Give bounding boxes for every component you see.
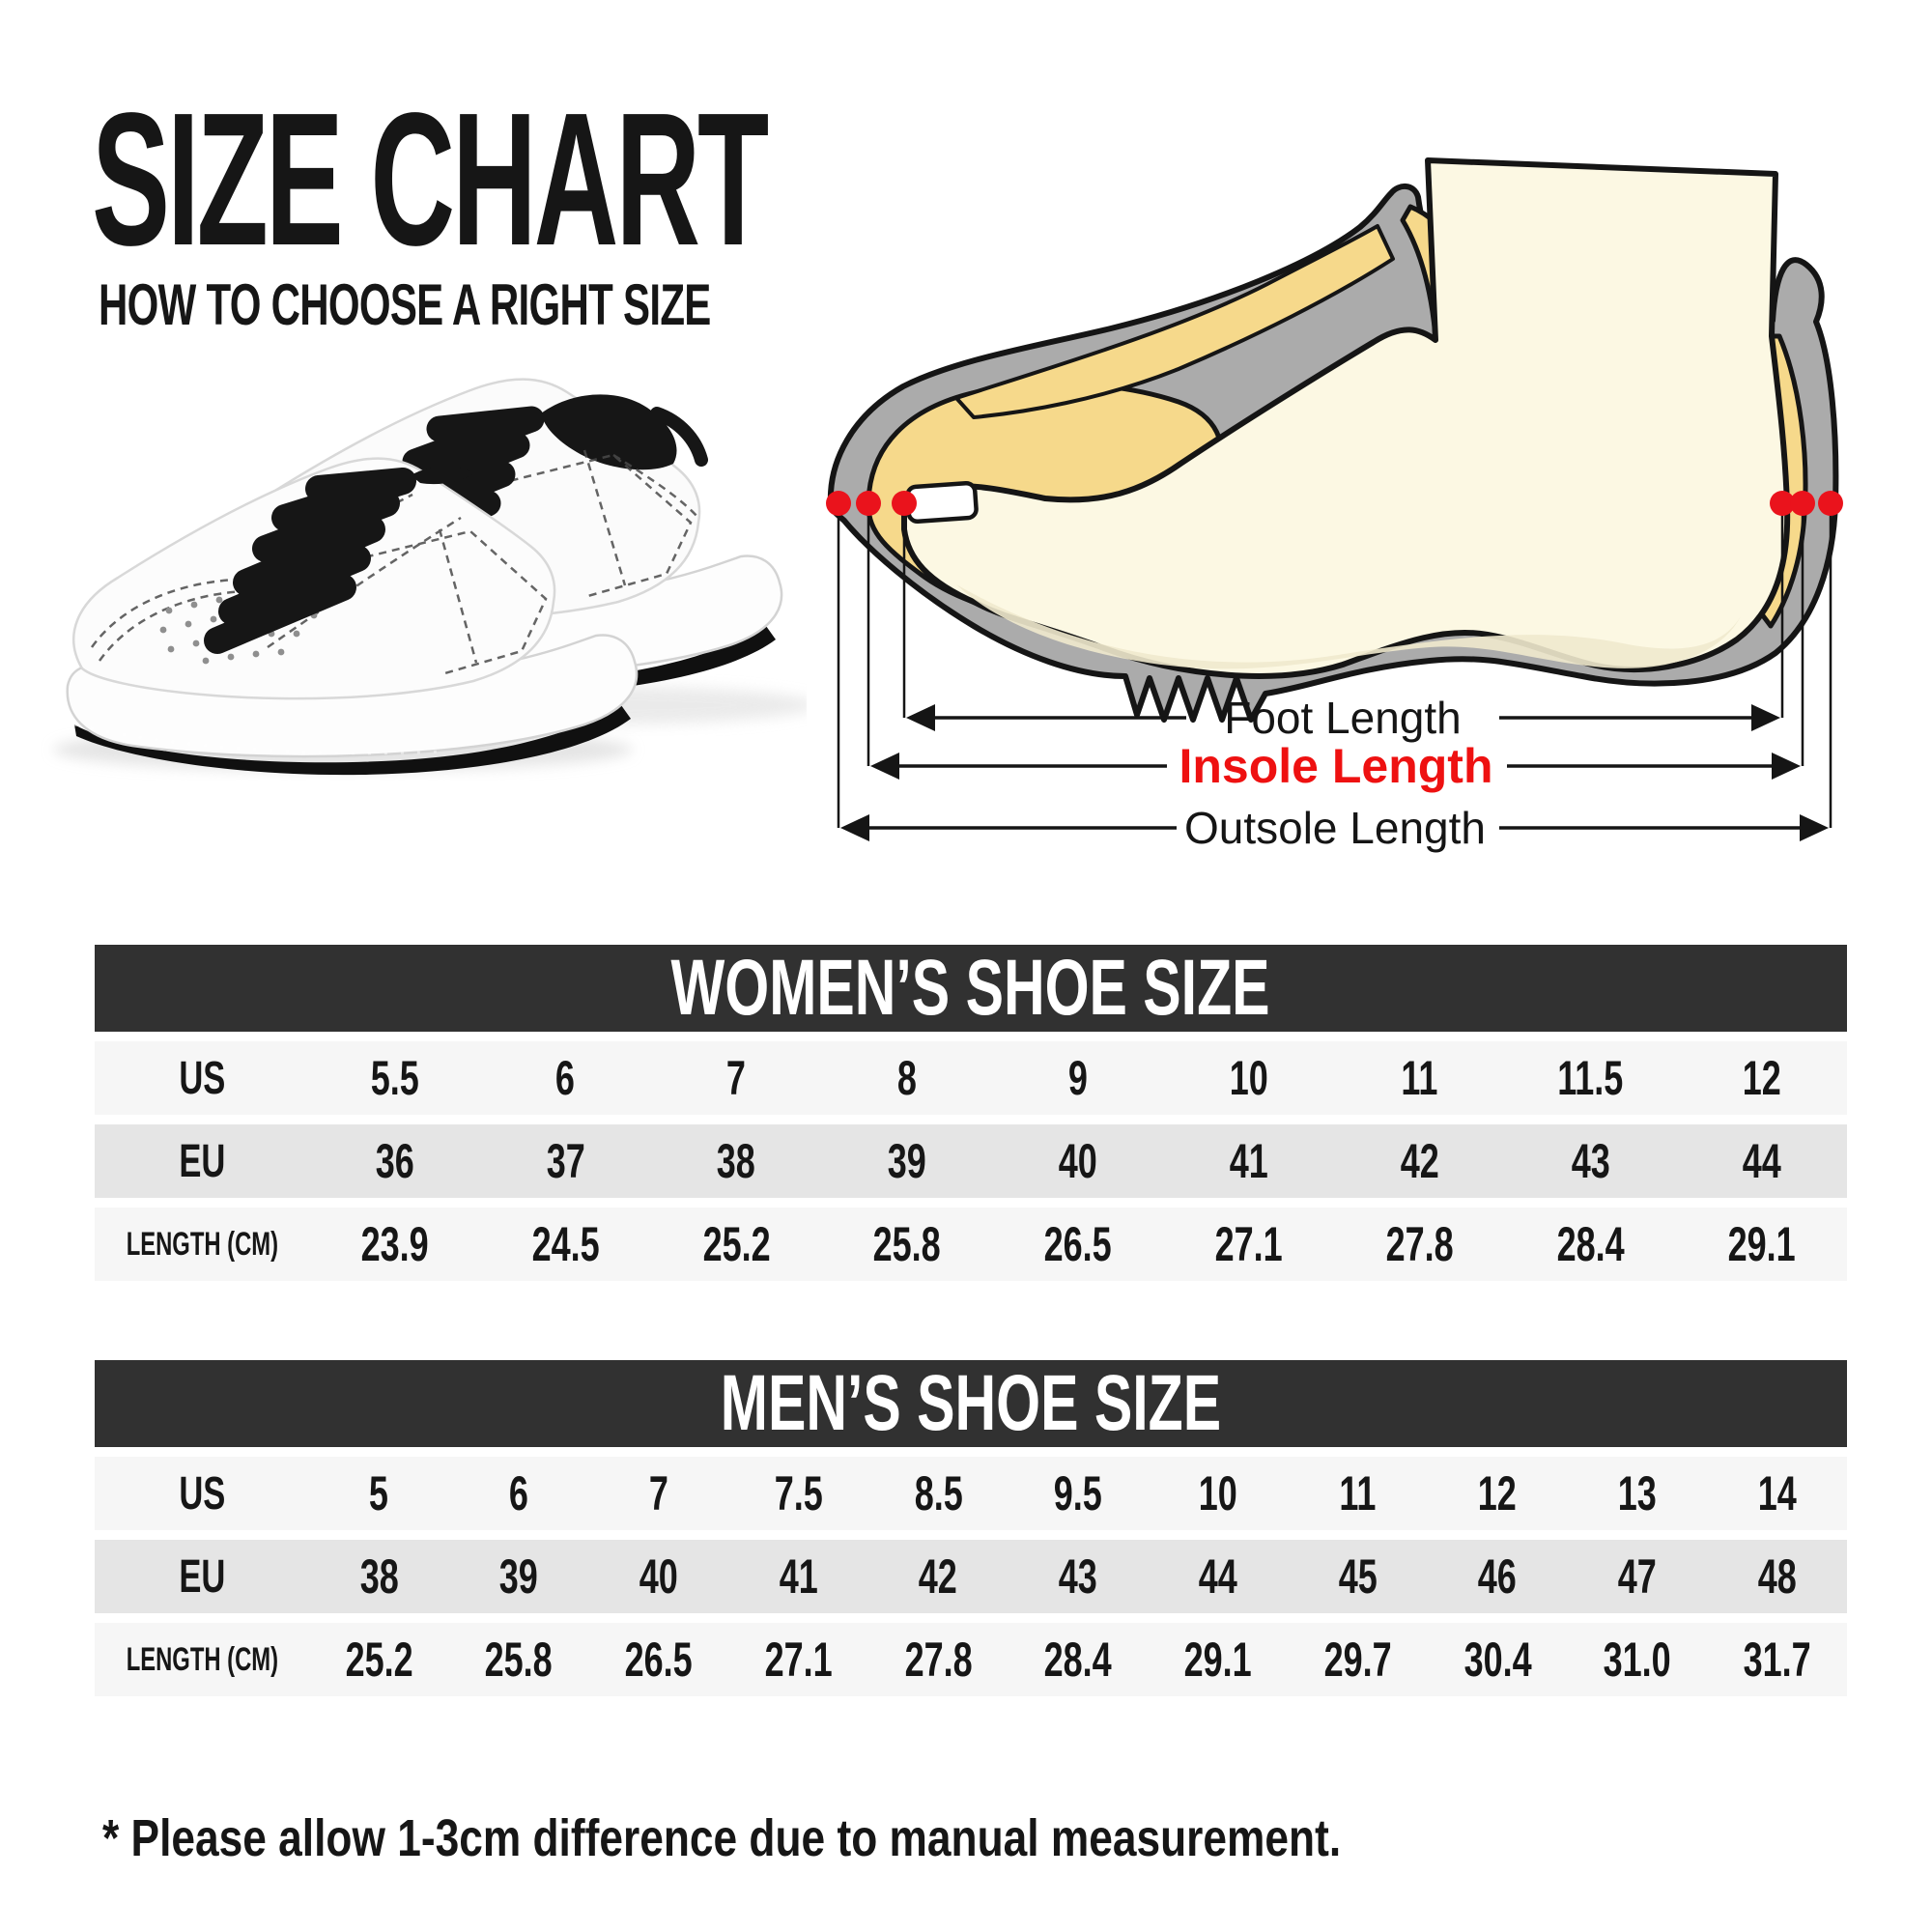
size-value-cell: 40 <box>1058 1134 1098 1188</box>
size-value-cell: 42 <box>1400 1134 1439 1188</box>
size-value-cell: 25.8 <box>485 1633 554 1687</box>
size-value-cell: 9.5 <box>1054 1466 1103 1520</box>
size-value-cell: 42 <box>919 1549 958 1604</box>
size-value-cell: 30.4 <box>1463 1633 1532 1687</box>
size-value-cell: 7 <box>648 1466 668 1520</box>
size-value-cell: 27.8 <box>904 1633 973 1687</box>
size-value-cell: 25.2 <box>345 1633 413 1687</box>
size-value-cell: 12 <box>1742 1051 1781 1105</box>
page-subtitle: HOW TO CHOOSE A RIGHT SIZE <box>99 272 711 337</box>
size-system-label: LENGTH (CM) <box>126 1225 278 1263</box>
size-value-cell: 26.5 <box>1043 1217 1113 1271</box>
measure-dots <box>826 491 1843 516</box>
size-value-cell: 11 <box>1401 1051 1438 1105</box>
size-value-cell: 47 <box>1617 1549 1657 1604</box>
size-system-label: US <box>178 1467 226 1520</box>
size-value-cell: 13 <box>1617 1466 1657 1520</box>
size-value-cell: 9 <box>1067 1051 1089 1105</box>
size-value-cell: 10 <box>1229 1051 1268 1105</box>
size-system-label: EU <box>178 1550 226 1603</box>
size-value-cell: 27.1 <box>1214 1217 1283 1271</box>
size-value-cell: 26.5 <box>624 1633 693 1687</box>
size-system-label: LENGTH (CM) <box>126 1640 278 1678</box>
toenail <box>905 480 979 525</box>
size-value-cell: 11.5 <box>1557 1051 1624 1105</box>
size-value-cell: 48 <box>1757 1549 1797 1604</box>
size-value-cell: 25.8 <box>873 1217 942 1271</box>
foot-length-dimension: Foot Length <box>906 693 1780 743</box>
size-value-cell: 12 <box>1478 1466 1518 1520</box>
size-value-cell: 27.1 <box>764 1633 833 1687</box>
size-value-cell: 7.5 <box>774 1466 823 1520</box>
size-value-cell: 6 <box>555 1051 576 1105</box>
size-value-cell: 31.0 <box>1603 1633 1672 1687</box>
size-value-cell: 40 <box>639 1549 678 1604</box>
collar-lining <box>541 394 677 470</box>
size-value-cell: 5 <box>369 1466 389 1520</box>
size-value-cell: 29.1 <box>1727 1217 1796 1271</box>
size-value-cell: 8.5 <box>914 1466 963 1520</box>
size-value-cell: 31.7 <box>1743 1633 1811 1687</box>
womens-table-title: WOMEN’S SHOE SIZE <box>671 944 1270 1032</box>
size-row-eu: EU 36 37 38 39 40 41 42 43 44 <box>95 1124 1847 1198</box>
mens-table-header: MEN’S SHOE SIZE <box>95 1359 1847 1447</box>
laces <box>204 468 416 654</box>
size-value-cell: 36 <box>375 1134 414 1188</box>
size-value-cell: 8 <box>897 1051 918 1105</box>
size-value-cell: 29.1 <box>1183 1633 1252 1687</box>
size-row-us: US 5 6 7 7.5 8.5 9.5 10 11 12 13 14 <box>95 1457 1847 1530</box>
size-row-us: US 5.5 6 7 8 9 10 11 11.5 12 <box>95 1041 1847 1115</box>
size-value-cell: 43 <box>1571 1134 1610 1188</box>
size-value-cell: 14 <box>1757 1466 1797 1520</box>
size-value-cell: 39 <box>888 1134 927 1188</box>
size-value-cell: 5.5 <box>370 1051 419 1105</box>
measurement-lines <box>837 503 1833 828</box>
size-value-cell: 23.9 <box>360 1217 429 1271</box>
size-row-length-cm: LENGTH (CM) 23.9 24.5 25.2 25.8 26.5 27.1 27.8 2… <box>95 1208 1847 1281</box>
size-value-cell: 41 <box>779 1549 818 1604</box>
size-row-eu: EU 38 39 40 41 42 43 44 45 46 47 48 <box>95 1540 1847 1613</box>
size-value-cell: 44 <box>1742 1134 1781 1188</box>
front-sneaker <box>66 457 639 776</box>
mens-size-table: MEN’S SHOE SIZE US 5 6 7 7.5 8.5 9.5 10 11 12 13 14… <box>95 1359 1847 1696</box>
size-value-cell: 39 <box>499 1549 539 1604</box>
size-value-cell: 44 <box>1198 1549 1237 1604</box>
sneakers-image <box>53 378 807 776</box>
size-value-cell: 6 <box>509 1466 529 1520</box>
insole-length-label: Insole Length <box>1179 739 1493 793</box>
size-system-label: EU <box>178 1135 226 1187</box>
size-value-cell: 28.4 <box>1556 1217 1625 1271</box>
size-value-cell: 29.7 <box>1323 1633 1392 1687</box>
size-value-cell: 7 <box>726 1051 747 1105</box>
insole-length-dimension: Insole Length <box>870 739 1801 793</box>
foot-length-label: Foot Length <box>1224 693 1462 743</box>
size-value-cell: 24.5 <box>531 1217 600 1271</box>
size-value-cell: 11 <box>1339 1466 1377 1520</box>
womens-size-table: WOMEN’S SHOE SIZE US 5.5 6 7 8 9 10 11 11.5 12 EU 3… <box>95 944 1847 1281</box>
outsole-length-dimension: Outsole Length <box>840 803 1829 853</box>
size-value-cell: 25.2 <box>702 1217 771 1271</box>
size-value-cell: 43 <box>1059 1549 1098 1604</box>
size-value-cell: 41 <box>1229 1134 1268 1188</box>
size-system-label: US <box>178 1052 226 1104</box>
foot-measurement-diagram: Foot Length Insole Length Outsole Length <box>826 157 1843 853</box>
size-value-cell: 38 <box>717 1134 756 1188</box>
page-title: SIZE CHART <box>92 73 769 285</box>
size-value-cell: 27.8 <box>1385 1217 1454 1271</box>
mens-table-title: MEN’S SHOE SIZE <box>720 1359 1222 1447</box>
size-value-cell: 37 <box>546 1134 585 1188</box>
womens-table-header: WOMEN’S SHOE SIZE <box>95 944 1847 1032</box>
size-row-length-cm: LENGTH (CM) 25.2 25.8 26.5 27.1 27.8 28.4 29.1 2… <box>95 1623 1847 1696</box>
size-value-cell: 10 <box>1198 1466 1237 1520</box>
size-value-cell: 45 <box>1338 1549 1378 1604</box>
size-value-cell: 38 <box>359 1549 399 1604</box>
foot-shape <box>901 157 1791 679</box>
outsole-length-label: Outsole Length <box>1184 803 1486 853</box>
size-value-cell: 28.4 <box>1044 1633 1113 1687</box>
size-value-cell: 46 <box>1478 1549 1518 1604</box>
measurement-disclaimer: * Please allow 1-3cm difference due to m… <box>102 1809 1342 1867</box>
